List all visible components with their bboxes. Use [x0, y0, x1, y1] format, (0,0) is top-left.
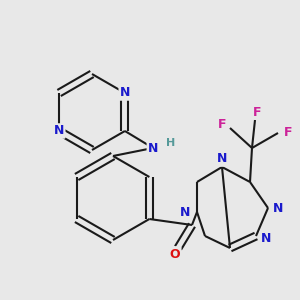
Text: N: N [180, 206, 190, 218]
Text: N: N [273, 202, 283, 214]
Text: N: N [148, 142, 158, 154]
Text: O: O [170, 248, 180, 260]
Text: N: N [120, 86, 130, 100]
Text: F: F [218, 118, 226, 130]
Text: F: F [284, 127, 292, 140]
Text: N: N [54, 124, 64, 137]
Text: F: F [253, 106, 261, 118]
Text: H: H [167, 138, 176, 148]
Text: N: N [261, 232, 271, 244]
Text: N: N [217, 152, 227, 166]
